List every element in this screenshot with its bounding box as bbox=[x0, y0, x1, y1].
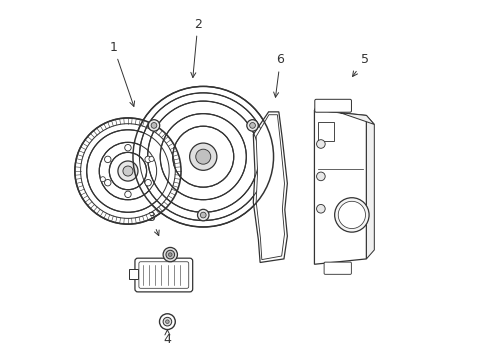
Circle shape bbox=[109, 152, 146, 190]
Circle shape bbox=[104, 156, 111, 163]
Text: 1: 1 bbox=[109, 41, 134, 107]
Circle shape bbox=[163, 318, 171, 326]
Text: 6: 6 bbox=[273, 53, 284, 97]
FancyBboxPatch shape bbox=[135, 258, 192, 292]
Circle shape bbox=[118, 161, 138, 181]
Circle shape bbox=[149, 157, 154, 162]
Circle shape bbox=[139, 93, 266, 221]
Text: 2: 2 bbox=[190, 18, 202, 77]
Circle shape bbox=[124, 191, 131, 198]
Polygon shape bbox=[128, 269, 138, 279]
Circle shape bbox=[195, 149, 210, 164]
Circle shape bbox=[168, 253, 172, 256]
Circle shape bbox=[148, 120, 160, 131]
Circle shape bbox=[316, 204, 325, 213]
Circle shape bbox=[159, 314, 175, 329]
Circle shape bbox=[122, 166, 133, 176]
Circle shape bbox=[200, 212, 206, 218]
Circle shape bbox=[124, 144, 131, 151]
Circle shape bbox=[147, 101, 258, 212]
Circle shape bbox=[246, 120, 258, 131]
Circle shape bbox=[165, 250, 174, 259]
Circle shape bbox=[160, 114, 246, 200]
Polygon shape bbox=[314, 110, 366, 264]
FancyBboxPatch shape bbox=[139, 262, 188, 288]
Text: 5: 5 bbox=[352, 53, 368, 76]
Circle shape bbox=[197, 209, 208, 221]
Circle shape bbox=[316, 140, 325, 148]
Polygon shape bbox=[314, 105, 373, 125]
Circle shape bbox=[86, 130, 169, 212]
Circle shape bbox=[165, 320, 169, 323]
Polygon shape bbox=[253, 112, 287, 262]
Circle shape bbox=[100, 177, 105, 182]
Polygon shape bbox=[256, 115, 284, 260]
Polygon shape bbox=[366, 116, 373, 259]
Circle shape bbox=[163, 247, 177, 262]
FancyBboxPatch shape bbox=[314, 99, 351, 112]
FancyBboxPatch shape bbox=[324, 262, 351, 274]
Circle shape bbox=[249, 122, 255, 128]
Circle shape bbox=[144, 156, 151, 163]
Circle shape bbox=[189, 143, 217, 170]
Circle shape bbox=[172, 126, 233, 187]
Circle shape bbox=[99, 142, 156, 200]
Circle shape bbox=[104, 180, 111, 186]
Circle shape bbox=[151, 122, 157, 128]
Circle shape bbox=[75, 118, 181, 224]
Circle shape bbox=[316, 172, 325, 181]
Circle shape bbox=[144, 180, 151, 186]
Circle shape bbox=[334, 198, 368, 232]
Polygon shape bbox=[317, 122, 333, 141]
Text: 3: 3 bbox=[147, 211, 159, 235]
Text: 4: 4 bbox=[163, 330, 171, 346]
Circle shape bbox=[133, 86, 273, 227]
Circle shape bbox=[338, 201, 365, 229]
